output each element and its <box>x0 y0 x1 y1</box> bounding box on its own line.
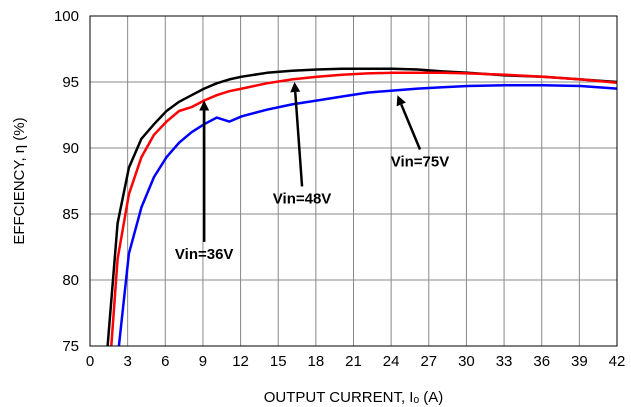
series-line <box>110 71 618 347</box>
series-lines <box>106 67 618 347</box>
arrow-head <box>396 95 406 107</box>
annotation-label: Vin=75V <box>391 153 450 170</box>
x-tick-label: 21 <box>345 353 362 370</box>
y-tick-label: 95 <box>62 74 79 91</box>
y-tick-label: 90 <box>62 140 79 157</box>
x-tick-label: 0 <box>86 353 94 370</box>
annotation-label: Vin=48V <box>273 190 332 207</box>
x-tick-label: 12 <box>232 353 249 370</box>
x-tick-label: 6 <box>161 353 169 370</box>
x-tick-labels: 0 3 6 9 12 15 18 21 24 27 30 33 36 39 42 <box>86 353 626 370</box>
x-tick-label: 18 <box>308 353 325 370</box>
annotations: Vin=36V Vin=48V Vin=75V <box>175 82 449 263</box>
x-tick-label: 30 <box>458 353 475 370</box>
x-axis-label: OUTPUT CURRENT, Iₒ (A) <box>264 389 444 406</box>
annotation-label: Vin=36V <box>175 246 234 263</box>
arrow-head <box>199 100 210 111</box>
y-tick-label: 85 <box>62 206 79 223</box>
series-line <box>117 84 618 347</box>
x-tick-label: 9 <box>199 353 207 370</box>
y-axis-label: EFFCIENCY, η (%) <box>11 117 28 244</box>
arrow-head <box>290 82 301 93</box>
x-tick-label: 36 <box>533 353 550 370</box>
x-tick-label: 42 <box>609 353 626 370</box>
x-tick-label: 27 <box>420 353 437 370</box>
x-tick-label: 15 <box>270 353 287 370</box>
x-tick-label: 24 <box>383 353 400 370</box>
plot-frame <box>89 15 618 347</box>
x-tick-label: 33 <box>496 353 513 370</box>
y-tick-label: 75 <box>62 338 79 355</box>
x-tick-label: 39 <box>571 353 588 370</box>
y-tick-labels: 75 80 85 90 95 100 <box>54 8 79 355</box>
annotation-arrow <box>293 91 304 187</box>
y-tick-label: 100 <box>54 8 79 25</box>
x-tick-label: 3 <box>123 353 131 370</box>
y-tick-label: 80 <box>62 272 79 289</box>
annotation-arrow <box>400 103 422 150</box>
grid <box>89 15 618 347</box>
